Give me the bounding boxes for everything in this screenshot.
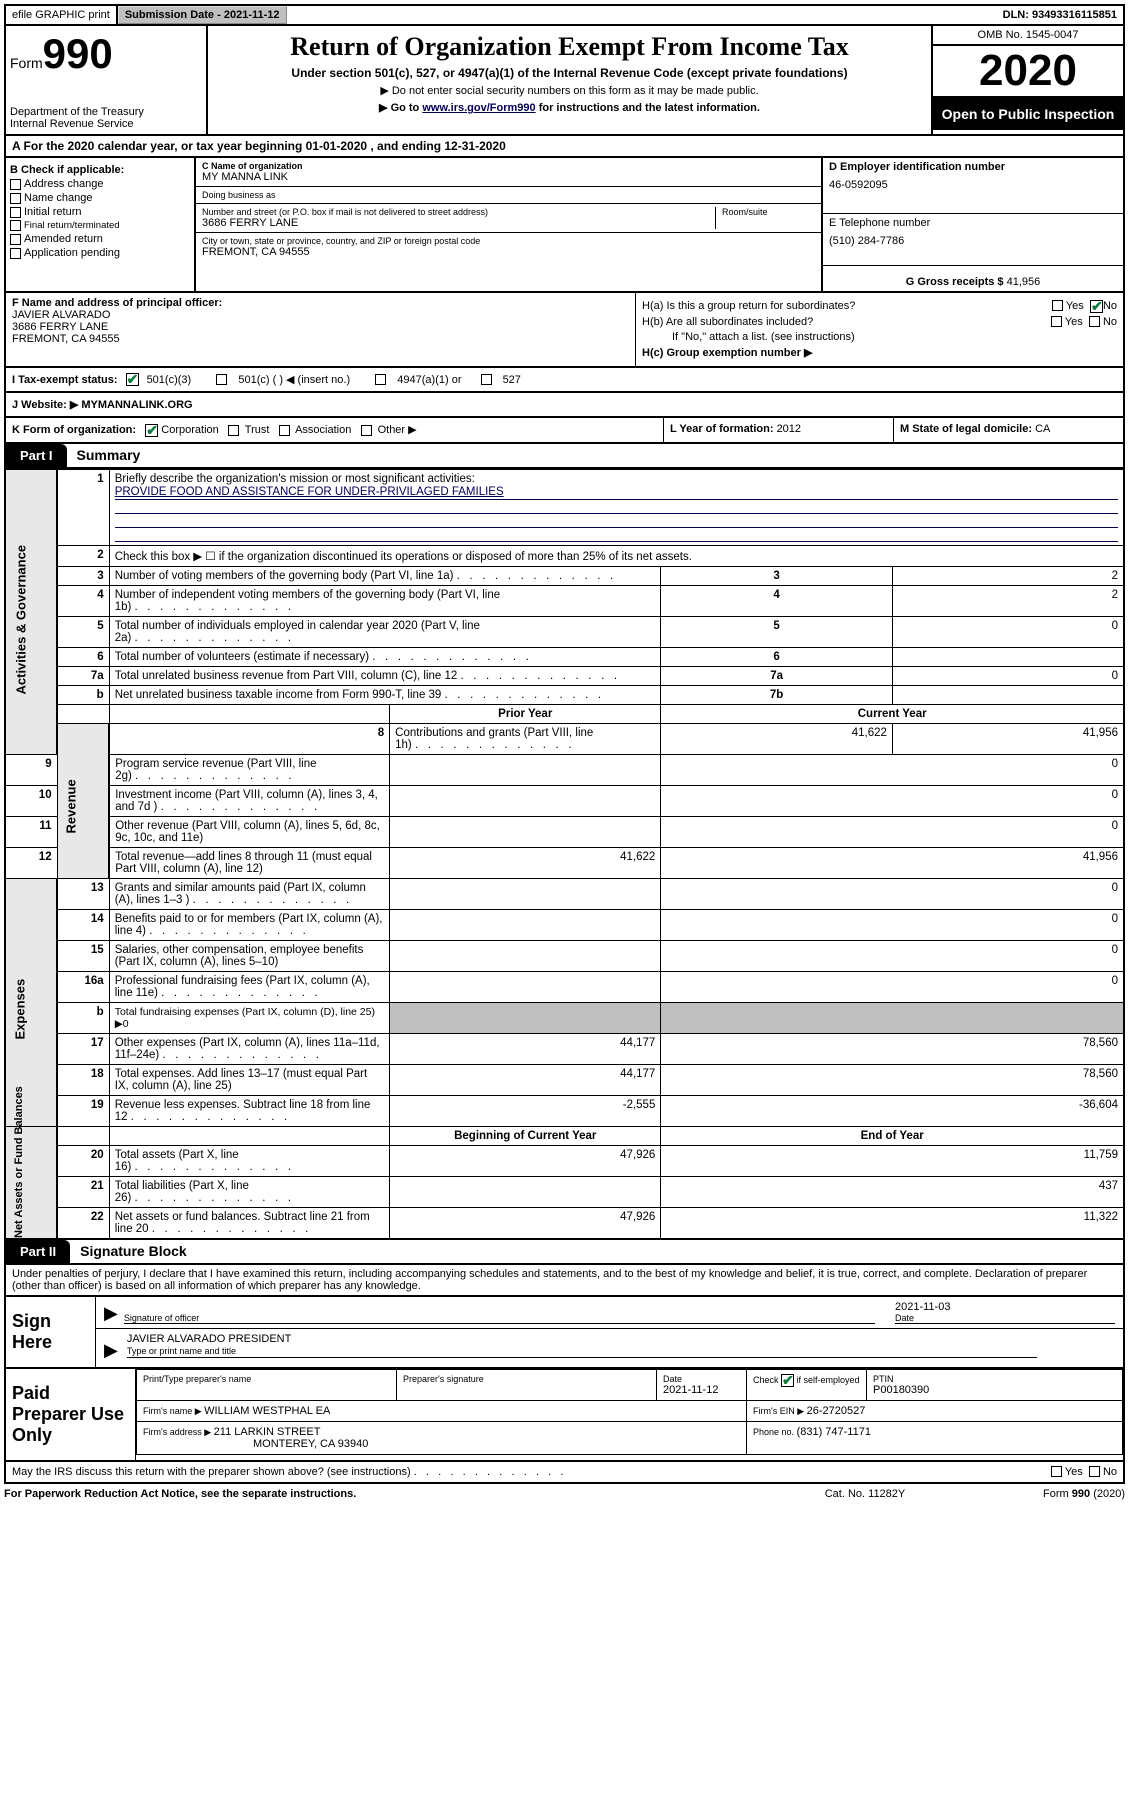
org-name: MY MANNA LINK [202, 171, 815, 183]
dept-label: Department of the Treasury Internal Reve… [10, 106, 202, 130]
part1-header: Part I Summary [4, 444, 1125, 469]
page-footer: For Paperwork Reduction Act Notice, see … [4, 1484, 1125, 1504]
form-header: Form990 Department of the Treasury Inter… [4, 26, 1125, 136]
form-title-block: Return of Organization Exempt From Incom… [206, 26, 933, 134]
summary-table: Activities & Governance 1 Briefly descri… [4, 469, 1125, 1240]
row-a-tax-year: A For the 2020 calendar year, or tax yea… [4, 136, 1125, 158]
paid-preparer-block: Paid Preparer Use Only Print/Type prepar… [4, 1369, 1125, 1462]
part2-header: Part II Signature Block [4, 1240, 1125, 1265]
year-block: OMB No. 1545-0047 2020 Open to Public In… [933, 26, 1123, 134]
telephone: (510) 284-7786 [829, 235, 1117, 247]
penalty-stmt: Under penalties of perjury, I declare th… [4, 1265, 1125, 1297]
efile-label: efile GRAPHIC print [6, 6, 118, 24]
col-b-check-applicable: B Check if applicable: Address change Na… [6, 158, 196, 291]
form-title: Return of Organization Exempt From Incom… [214, 32, 925, 62]
identity-section: B Check if applicable: Address change Na… [4, 158, 1125, 293]
form-subtitle: Under section 501(c), 527, or 4947(a)(1)… [214, 66, 925, 80]
irs-discuss-row: May the IRS discuss this return with the… [4, 1462, 1125, 1484]
submission-date-btn[interactable]: Submission Date - 2021-11-12 [118, 6, 287, 24]
open-to-public: Open to Public Inspection [933, 98, 1123, 130]
col-c-org: C Name of organization MY MANNA LINK Doi… [196, 158, 823, 291]
row-j-website: J Website: ▶ MYMANNALINK.ORG [4, 393, 1125, 418]
form-id-block: Form990 Department of the Treasury Inter… [6, 26, 206, 134]
corporation-checkbox[interactable] [145, 424, 158, 437]
group-return: H(a) Is this a group return for subordin… [636, 293, 1123, 366]
row-k-org-form: K Form of organization: Corporation Trus… [4, 418, 1125, 444]
form-note-a: ▶ Do not enter social security numbers o… [214, 84, 925, 97]
ein: 46-0592095 [829, 179, 1117, 191]
dln: DLN: 93493316115851 [997, 6, 1123, 24]
arrow-icon: ▶ [104, 1340, 118, 1361]
arrow-icon: ▶ [104, 1303, 118, 1324]
tax-year: 2020 [933, 46, 1123, 98]
omb-number: OMB No. 1545-0047 [933, 26, 1123, 46]
form-note-b: ▶ Go to www.irs.gov/Form990 for instruct… [214, 101, 925, 114]
org-street: 3686 FERRY LANE [202, 217, 715, 229]
website: MYMANNALINK.ORG [78, 399, 192, 411]
501c3-checkbox[interactable] [126, 373, 139, 386]
principal-officer: F Name and address of principal officer:… [6, 293, 636, 366]
mission: PROVIDE FOOD AND ASSISTANCE FOR UNDER-PR… [115, 485, 1118, 500]
gross-receipts: 41,956 [1007, 276, 1041, 288]
row-i-tax-status: I Tax-exempt status: 501(c)(3) 501(c) ( … [4, 368, 1125, 393]
top-bar: efile GRAPHIC print Submission Date - 20… [4, 4, 1125, 26]
col-de: D Employer identification number 46-0592… [823, 158, 1123, 291]
form990-link[interactable]: www.irs.gov/Form990 [422, 102, 535, 114]
org-city: FREMONT, CA 94555 [202, 246, 815, 258]
row-f-h: F Name and address of principal officer:… [4, 293, 1125, 368]
sign-here-block: Sign Here ▶ Signature of officer 2021-11… [4, 1297, 1125, 1369]
